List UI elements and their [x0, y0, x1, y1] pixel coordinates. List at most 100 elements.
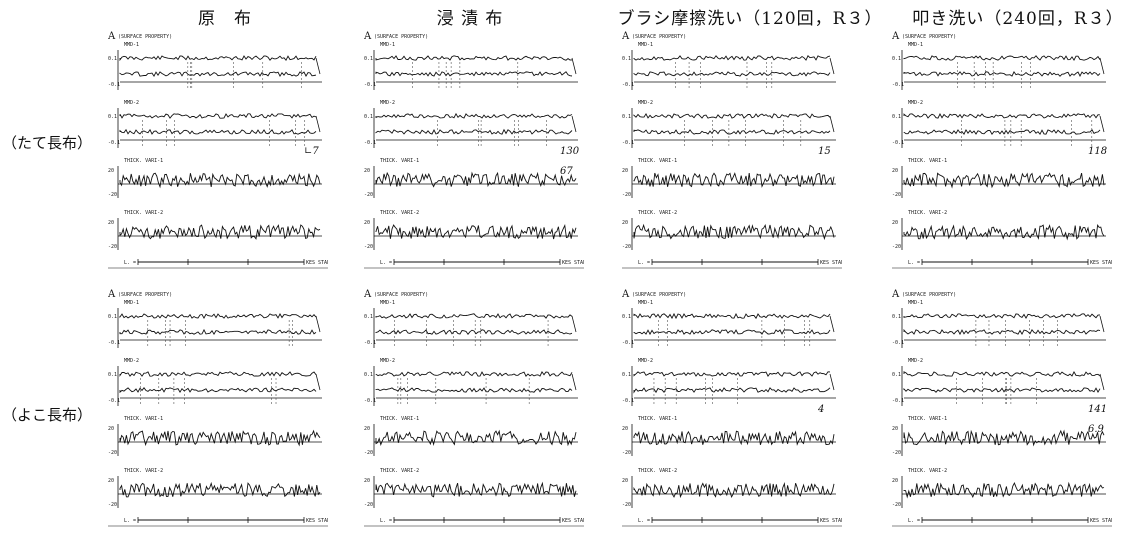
column-header-brush-wash: ブラシ摩擦洗い（120回，R３） [617, 9, 883, 29]
panel-weft-original: A (SURFACE PROPERTY) MMD-1 0.1 -0.1 MMD-2 0.1 -… [108, 288, 328, 528]
mmd-trace-lower [375, 128, 573, 135]
mmd-trace-lower [903, 128, 1101, 136]
tick-label: -20 [364, 450, 373, 456]
panel-warp-brush-wash: A (SURFACE PROPERTY) MMD-1 0.1 -0.1 MMD-2 0.1 -… [622, 30, 842, 270]
panel-corner-mark: A [892, 31, 900, 42]
handwritten-note: 141 [1088, 404, 1107, 415]
mmd-label: MMD-1 [124, 42, 139, 48]
tick-label: -20 [108, 192, 117, 198]
thickness-trace [903, 429, 1105, 447]
mmd-label: MMD-2 [380, 100, 395, 106]
tick-label: 0.1 [622, 114, 631, 120]
thickness-label: THICK. VARI-1 [638, 416, 677, 422]
thickness-label: THICK. VARI-2 [638, 210, 677, 216]
column-header-soaked: 浸 漬 布 [436, 9, 504, 29]
thickness-label: THICK. VARI-1 [908, 416, 947, 422]
scale-label: L. = [638, 518, 650, 524]
panel-corner-mark: A [364, 31, 372, 42]
tick-label: 0.1 [364, 314, 373, 320]
tick-label: -0.1 [364, 398, 376, 404]
tick-label: -20 [622, 450, 631, 456]
tick-label: 20 [892, 426, 898, 432]
thickness-trace [633, 223, 835, 241]
tick-label: 0.1 [364, 114, 373, 120]
mmd-trace-lower [119, 387, 317, 394]
panel-weft-soaked: A (SURFACE PROPERTY) MMD-1 0.1 -0.1 MMD-2 0.1 -… [364, 288, 584, 528]
tick-label: 20 [108, 220, 114, 226]
tick-label: 20 [622, 168, 628, 174]
mmd-trace-upper [903, 313, 1101, 320]
tick-label: -0.1 [622, 140, 634, 146]
mmd-label: MMD-2 [124, 358, 139, 364]
tick-label: 0.1 [364, 372, 373, 378]
thickness-trace [375, 429, 577, 447]
mmd-trace-lower [375, 329, 573, 335]
mmd-trace-upper [633, 312, 831, 320]
tick-label: 0.1 [622, 56, 631, 62]
thickness-trace [119, 481, 321, 498]
tick-label: 0.1 [108, 314, 117, 320]
tick-label: -0.1 [108, 398, 120, 404]
mmd-label: MMD-1 [124, 300, 139, 306]
scale-footer-text: KES STAN [306, 518, 328, 524]
tick-label: 0.1 [892, 372, 901, 378]
tick-label: -0.1 [622, 82, 634, 88]
thickness-label: THICK. VARI-2 [380, 210, 419, 216]
tick-label: -20 [108, 244, 117, 250]
tick-label: -20 [622, 244, 631, 250]
tick-label: 0.1 [108, 56, 117, 62]
mmd-trace-upper [903, 113, 1101, 119]
tick-label: -0.1 [364, 340, 376, 346]
mmd-trace-upper [633, 112, 831, 119]
thickness-label: THICK. VARI-2 [908, 210, 947, 216]
tick-label: 0.1 [892, 314, 901, 320]
panel-header-text: (SURFACE PROPERTY) [632, 292, 686, 298]
tick-label: 0.1 [892, 114, 901, 120]
scale-label: L. = [908, 260, 920, 266]
mmd-trace-lower [903, 71, 1101, 77]
scale-footer-text: KES STAN [306, 260, 328, 266]
tick-label: 20 [892, 220, 898, 226]
thickness-trace [903, 172, 1105, 189]
thickness-trace [119, 172, 321, 189]
tick-label: -20 [364, 502, 373, 508]
thickness-label: THICK. VARI-2 [124, 468, 163, 474]
mmd-label: MMD-2 [124, 100, 139, 106]
mmd-trace-lower [633, 129, 831, 135]
panel-warp-original: A (SURFACE PROPERTY) MMD-1 0.1 -0.1 MMD-2 0.1 -… [108, 30, 328, 270]
scale-label: L. = [380, 260, 392, 266]
mmd-label: MMD-1 [908, 300, 923, 306]
panel-corner-mark: A [108, 31, 116, 42]
tick-label: 20 [622, 478, 628, 484]
tick-label: -0.1 [108, 82, 120, 88]
thickness-label: THICK. VARI-1 [124, 416, 163, 422]
mmd-trace-upper [119, 55, 317, 62]
handwritten-note: ∟7 [304, 146, 319, 157]
tick-label: -20 [892, 450, 901, 456]
tick-label: 20 [364, 220, 370, 226]
panel-header-text: (SURFACE PROPERTY) [902, 292, 956, 298]
thickness-label: THICK. VARI-2 [638, 468, 677, 474]
panel-corner-mark: A [622, 31, 630, 42]
handwritten-note: 130 [560, 146, 580, 157]
mmd-trace-upper [903, 55, 1101, 62]
tick-label: -20 [892, 244, 901, 250]
panel-warp-beat-wash: A (SURFACE PROPERTY) MMD-1 0.1 -0.1 MMD-2 0.1 -… [892, 30, 1112, 270]
tick-label: -0.1 [892, 140, 904, 146]
row-label-weft: （よこ長布） [2, 406, 93, 424]
mmd-trace-upper [119, 313, 317, 320]
scale-footer-text: KES STAN [1090, 260, 1112, 266]
tick-label: 0.1 [108, 114, 117, 120]
mmd-trace-upper [633, 371, 831, 377]
scale-footer-text: KES STAN [820, 518, 842, 524]
mmd-trace-lower [903, 328, 1101, 336]
mmd-trace-lower [375, 71, 573, 77]
mmd-label: MMD-1 [638, 42, 653, 48]
tick-label: 0.1 [364, 56, 373, 62]
panel-header-text: (SURFACE PROPERTY) [902, 34, 956, 40]
panel-header-text: (SURFACE PROPERTY) [374, 34, 428, 40]
handwritten-note: 6.9 [1088, 424, 1105, 435]
handwritten-note: 67 [560, 166, 573, 177]
thickness-label: THICK. VARI-1 [380, 416, 419, 422]
thickness-label: THICK. VARI-1 [380, 158, 419, 164]
